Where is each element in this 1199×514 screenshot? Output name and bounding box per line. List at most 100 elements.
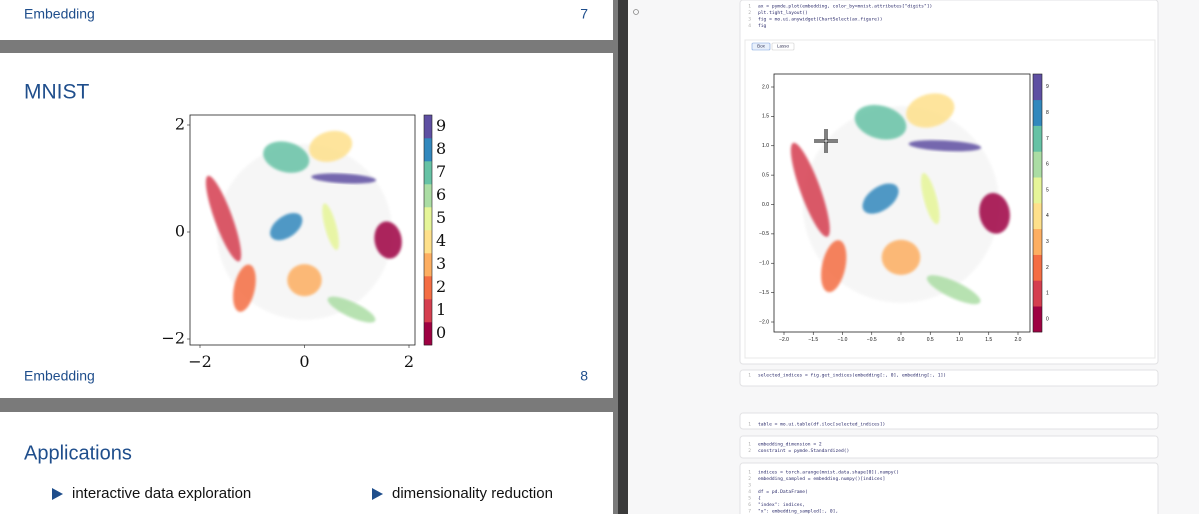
y-tick-label: −2.0 — [759, 319, 769, 325]
line-number: 5 — [748, 496, 751, 502]
x-tick-label: 0.0 — [898, 337, 905, 343]
point-cluster — [374, 221, 402, 259]
colorbar-label: 6 — [1046, 162, 1049, 168]
point-cluster — [881, 239, 921, 275]
point-cluster — [926, 275, 981, 305]
cell — [739, 369, 1159, 387]
line-number: 2 — [748, 476, 751, 482]
point-cluster — [821, 240, 847, 293]
x-tick-label: 1.0 — [956, 337, 963, 343]
point-cluster — [921, 173, 940, 225]
slide-plot: 2 0 −2−2 0 2 0 1 2 3 4 5 6 7 8 9 — [161, 115, 446, 371]
point-cluster — [270, 212, 303, 241]
colorbar-label: 4 — [436, 231, 446, 250]
point-cluster — [309, 130, 353, 162]
line-number: 1 — [748, 4, 751, 10]
colorbar-swatch — [424, 253, 432, 277]
point-cluster — [311, 173, 377, 184]
colorbar-label: 0 — [1046, 316, 1049, 322]
colorbar-label: 1 — [1046, 291, 1049, 297]
colorbar-label: 9 — [436, 116, 446, 135]
widget-plot: 2.0 1.5 1.0 0.5 0.0 −0.5 −1.0 −1.5 −2.0 −2.0 −1.5 −… — [759, 73, 1049, 343]
y-tick-label: 0.0 — [762, 202, 769, 208]
colorbar-swatch — [424, 230, 432, 254]
colorbar-label: 2 — [436, 277, 446, 296]
slide — [0, 412, 613, 514]
page-number: 7 — [580, 6, 588, 22]
point-cluster — [327, 296, 376, 323]
x-tick-label: 0.5 — [927, 337, 934, 343]
button-label[interactable]: Lasso — [777, 44, 790, 49]
bullet — [372, 488, 383, 500]
colorbar-label: 4 — [1046, 213, 1049, 219]
x-tick-label: −2 — [188, 352, 212, 371]
line-number: 2 — [748, 10, 751, 16]
colorbar-swatch — [1033, 125, 1042, 152]
colorbar-frame — [423, 114, 433, 346]
colorbar-label: 5 — [1046, 187, 1049, 193]
colorbar-frame — [1032, 73, 1043, 333]
point-cluster — [790, 142, 830, 237]
line-number: 4 — [748, 489, 751, 495]
y-tick-label: 2.0 — [762, 84, 769, 90]
y-tick-label: 0 — [175, 222, 185, 241]
line-number: 4 — [748, 23, 751, 29]
code-line: embedding_dimension = 2 — [758, 442, 822, 448]
button-label[interactable]: Box — [757, 44, 766, 49]
colorbar-label: 7 — [436, 162, 446, 181]
code-line: constraint = pymde.Standardized() — [758, 448, 849, 454]
line-number: 3 — [748, 483, 751, 489]
colorbar-swatch — [424, 161, 432, 185]
y-tick-label: 1.0 — [762, 143, 769, 149]
colorbar-swatch — [424, 276, 432, 300]
colorbar-swatch — [1033, 254, 1042, 281]
cell — [739, 462, 1159, 514]
colorbar-label: 7 — [1046, 136, 1049, 142]
x-tick-label: −2.0 — [779, 337, 789, 343]
colorbar-swatch — [1033, 151, 1042, 178]
y-tick-label: −2 — [161, 329, 185, 348]
cells: 1 ax = pymde.plot(embedding, color_by=mni… — [739, 4, 1159, 514]
slide-title: MNIST — [24, 81, 90, 104]
x-tick-label: 2.0 — [1015, 337, 1022, 343]
y-tick-label: −1.0 — [759, 261, 769, 267]
colorbar-label: 3 — [1046, 239, 1049, 245]
x-tick-label: −1.5 — [808, 337, 818, 343]
colorbar-swatch — [1033, 177, 1042, 204]
cell — [739, 412, 1159, 430]
colorbar-label: 8 — [436, 139, 446, 158]
point-cluster — [287, 264, 322, 297]
point-cluster — [854, 104, 907, 140]
icon[interactable] — [633, 9, 639, 15]
slide — [0, 0, 613, 40]
code-line: embedding_sampled = embedding.numpy()[in… — [758, 476, 885, 482]
line-number: 1 — [748, 373, 751, 379]
y-tick-label: 1.5 — [762, 114, 769, 120]
point-cluster — [205, 175, 242, 262]
point-cluster — [908, 140, 982, 152]
noise — [216, 144, 393, 320]
colorbar-swatch — [1033, 99, 1042, 126]
colorbar-swatch — [1033, 280, 1042, 307]
point-cluster — [263, 141, 310, 173]
line-number: 6 — [748, 502, 751, 508]
cursor — [814, 129, 838, 153]
colorbar-swatch — [1033, 228, 1042, 255]
bullet-text: interactive data exploration — [72, 485, 251, 502]
button[interactable] — [771, 42, 795, 51]
slide-footer: Embedding — [24, 368, 95, 384]
x-tick-label: −0.5 — [867, 337, 877, 343]
x-tick-label: −1.0 — [838, 337, 848, 343]
button[interactable] — [751, 42, 771, 51]
code-line: { — [758, 496, 761, 502]
y-tick-label: 0.5 — [762, 172, 769, 178]
colorbar-swatch — [424, 322, 432, 346]
page-number: 8 — [580, 368, 588, 384]
code-line: table = mo.ui.table(df.iloc[selected_ind… — [758, 422, 885, 428]
slide-header: Embedding — [24, 6, 95, 22]
divider — [618, 0, 628, 514]
colorbar-label: 3 — [436, 254, 446, 273]
colorbar-swatch — [424, 138, 432, 162]
x-tick-label: 0 — [299, 352, 309, 371]
